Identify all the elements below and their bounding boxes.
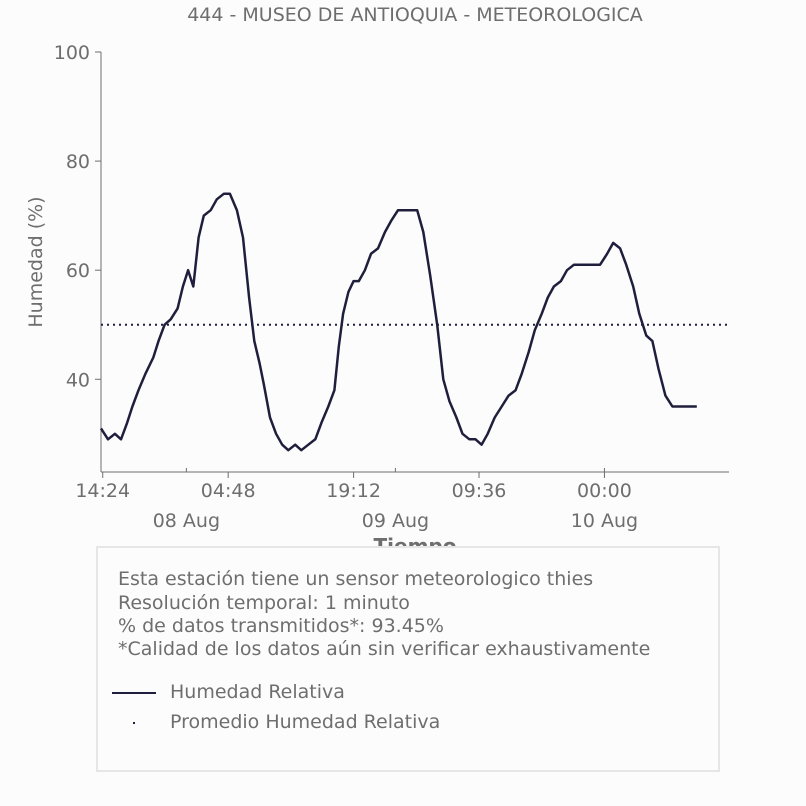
quality-note-text: *Calidad de los datos aún sin verificar … [118,638,651,660]
x-tick-label: 09:36 [452,480,507,502]
info-legend-box: Esta estación tiene un sensor meteorolog… [96,546,720,772]
y-tick-label: 40 [66,369,90,391]
x-tick-label: 14:24 [75,480,130,502]
date-label: 09 Aug [362,510,429,532]
y-axis-ticks: 40 60 80 100 [54,42,101,391]
solid-line-swatch-icon [112,692,156,694]
x-tick-label: 19:12 [326,480,381,502]
date-label: 10 Aug [571,510,638,532]
y-tick-label: 100 [54,42,90,64]
y-tick-label: 80 [66,151,90,173]
x-axis-ticks: 14:24 04:48 19:12 09:36 00:00 [75,472,632,502]
sensor-info-text: Esta estación tiene un sensor meteorolog… [118,568,594,590]
legend-label-humidity: Humedad Relativa [170,681,345,703]
resolution-text: Resolución temporal: 1 minuto [118,592,410,614]
transmitted-text: % de datos transmitidos*: 93.45% [118,615,444,637]
y-axis-label: Humedad (%) [25,196,47,327]
chart-title: 444 - MUSEO DE ANTIOQUIA - METEOROLOGICA [187,4,643,26]
x-tick-label: 00:00 [577,480,632,502]
humidity-series-line [99,192,697,452]
y-tick-label: 60 [66,260,90,282]
date-labels: 08 Aug 09 Aug 10 Aug [153,468,638,532]
date-label: 08 Aug [153,510,220,532]
x-tick-label: 04:48 [201,480,256,502]
dotted-line-swatch-icon [133,722,135,724]
legend-label-average: Promedio Humedad Relativa [170,711,441,733]
